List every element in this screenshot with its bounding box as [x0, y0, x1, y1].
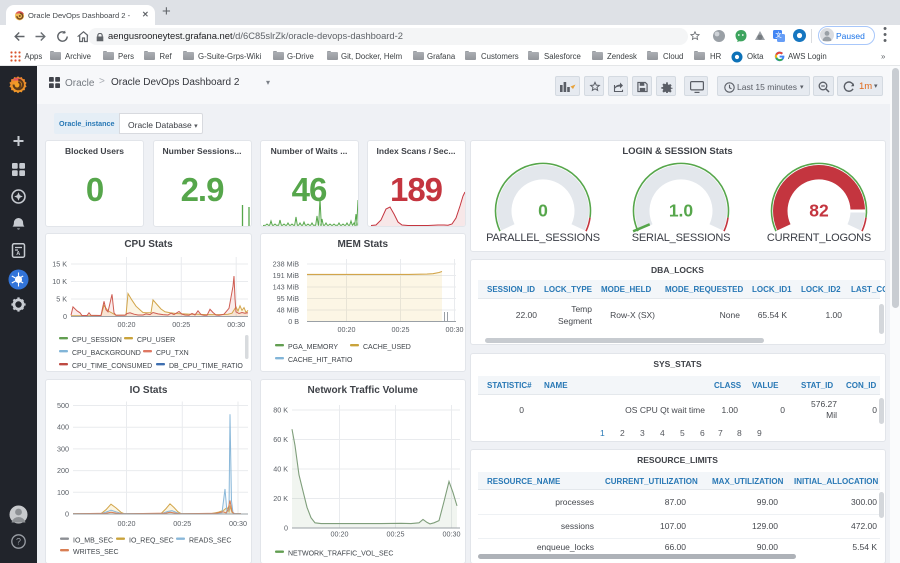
svg-text:20 K: 20 K: [273, 494, 288, 503]
svg-text:?: ?: [16, 537, 21, 547]
svg-text:400: 400: [57, 422, 69, 431]
svg-text:1.0: 1.0: [669, 201, 694, 221]
svg-text:48 MiB: 48 MiB: [276, 306, 299, 315]
svg-text:80 K: 80 K: [273, 405, 288, 414]
svg-text:PGA_MEMORY: PGA_MEMORY: [288, 344, 338, 351]
svg-text:500: 500: [57, 401, 69, 410]
svg-text:CACHE_HIT_RATIO: CACHE_HIT_RATIO: [288, 357, 353, 364]
svg-text:READS_SEC: READS_SEC: [189, 537, 231, 544]
svg-text:15 K: 15 K: [52, 260, 67, 269]
svg-text:WRITES_SEC: WRITES_SEC: [73, 549, 119, 556]
svg-text:5 K: 5 K: [56, 295, 67, 304]
svg-text:CPU_TIME_CONSUMED: CPU_TIME_CONSUMED: [72, 363, 152, 370]
svg-text:00:20: 00:20: [337, 325, 355, 334]
svg-text:00:30: 00:30: [229, 519, 247, 528]
svg-text:0: 0: [284, 523, 288, 532]
svg-text:00:20: 00:20: [330, 529, 348, 538]
svg-text:CACHE_USED: CACHE_USED: [363, 344, 411, 351]
svg-text:CPU_TXN: CPU_TXN: [156, 350, 189, 357]
svg-text:00:30: 00:30: [227, 320, 245, 329]
svg-text:40 K: 40 K: [273, 464, 288, 473]
svg-text:00:20: 00:20: [118, 320, 136, 329]
svg-text:IO_MB_SEC: IO_MB_SEC: [73, 537, 113, 544]
svg-text:A: A: [16, 251, 20, 257]
svg-text:300: 300: [57, 444, 69, 453]
svg-text:DB_CPU_TIME_RATIO: DB_CPU_TIME_RATIO: [169, 363, 243, 370]
svg-text:文: 文: [775, 30, 782, 39]
svg-text:00:25: 00:25: [386, 529, 404, 538]
svg-text:200: 200: [57, 466, 69, 475]
svg-text:00:20: 00:20: [118, 519, 136, 528]
svg-text:00:25: 00:25: [173, 519, 191, 528]
svg-text:143 MiB: 143 MiB: [272, 283, 299, 292]
svg-text:0: 0: [63, 312, 67, 321]
svg-text:82: 82: [809, 201, 829, 221]
svg-text:CPU_BACKGROUND: CPU_BACKGROUND: [72, 350, 141, 357]
svg-text:CPU_SESSION: CPU_SESSION: [72, 337, 122, 344]
svg-text:238 MiB: 238 MiB: [272, 260, 299, 269]
svg-text:00:25: 00:25: [172, 320, 190, 329]
svg-text:00:30: 00:30: [442, 529, 460, 538]
svg-text:95 MiB: 95 MiB: [276, 294, 299, 303]
svg-text:0 B: 0 B: [288, 317, 299, 326]
svg-text:IO_REQ_SEC: IO_REQ_SEC: [129, 537, 174, 544]
svg-text:0: 0: [65, 509, 69, 518]
svg-text:CPU_USER: CPU_USER: [137, 337, 175, 344]
svg-text:00:25: 00:25: [391, 325, 409, 334]
svg-text:191 MiB: 191 MiB: [272, 271, 299, 280]
svg-text:00:30: 00:30: [445, 325, 463, 334]
svg-text:0: 0: [538, 201, 548, 221]
svg-text:60 K: 60 K: [273, 435, 288, 444]
svg-text:NETWORK_TRAFFIC_VOL_SEC: NETWORK_TRAFFIC_VOL_SEC: [288, 550, 393, 557]
svg-text:10 K: 10 K: [52, 277, 67, 286]
svg-text:100: 100: [57, 487, 69, 496]
